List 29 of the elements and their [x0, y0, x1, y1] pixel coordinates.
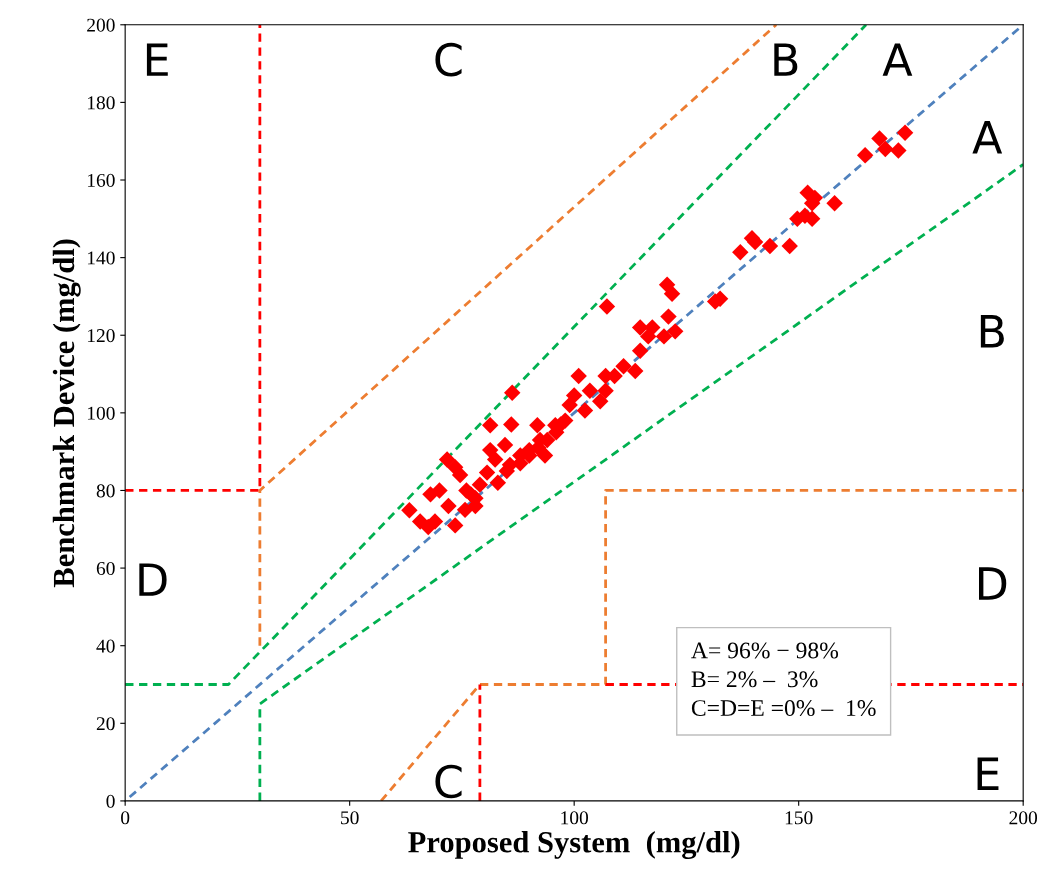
annotation: B: [980, 315, 1004, 348]
annotation: D: [979, 567, 1007, 600]
y-tick-label: 80: [96, 484, 115, 498]
y-tick-label: 200: [87, 18, 115, 32]
annotation: B: [774, 43, 798, 76]
y-tick-label: 60: [96, 561, 115, 576]
annotation: D: [139, 563, 167, 596]
annotation: E: [146, 43, 168, 76]
annotation: A: [882, 43, 913, 76]
annotation: E: [977, 757, 999, 790]
y-tick-label: 100: [87, 406, 115, 420]
x-tick-label: 100: [561, 811, 589, 825]
y-tick-label: 160: [87, 173, 115, 187]
x-axis-title: Proposed System (mg/dl): [408, 831, 740, 860]
y-tick-label: 40: [96, 639, 115, 653]
annotation: C: [435, 764, 462, 799]
x-tick-label: 0: [121, 811, 130, 825]
y-tick-label: 180: [87, 96, 115, 110]
annotation: C: [435, 42, 462, 77]
annotation: A: [972, 121, 1003, 154]
x-tick-label: 150: [785, 811, 813, 825]
x-tick-label: 200: [1009, 811, 1038, 825]
y-tick-label: 20: [96, 717, 115, 731]
y-tick-label: 140: [87, 251, 115, 265]
y-tick-label: 120: [87, 329, 115, 343]
annotation: A= 96% − 98% B= 2% – 3% C=D=E =0% – 1%: [691, 642, 876, 717]
y-axis-title: Benchmark Device (mg/dl): [52, 239, 81, 588]
x-tick-label: 50: [341, 811, 359, 825]
y-tick-label: 0: [106, 794, 115, 808]
